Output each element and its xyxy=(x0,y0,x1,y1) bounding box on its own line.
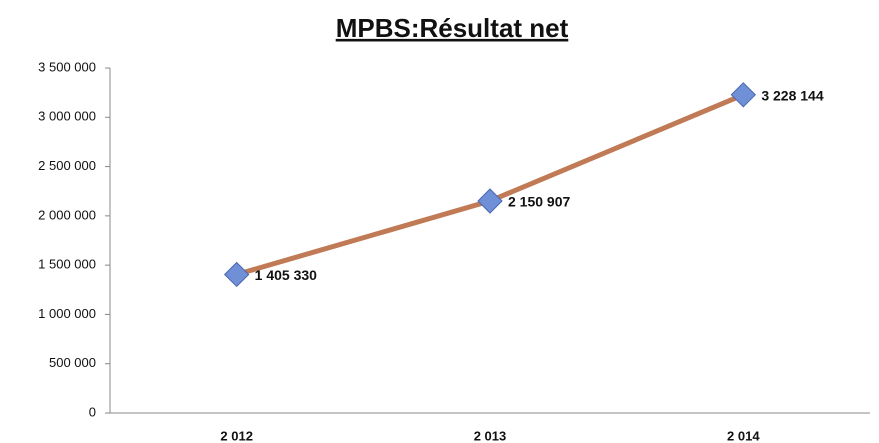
x-tick-label: 2 013 xyxy=(474,428,507,443)
line xyxy=(234,92,746,277)
y-tick-label: 3 000 000 xyxy=(38,109,96,124)
y-tick-label: 2 500 000 xyxy=(38,158,96,173)
y-tick-label: 0 xyxy=(89,404,96,419)
y-tick-label: 500 000 xyxy=(49,355,96,370)
y-tick-label: 3 500 000 xyxy=(38,59,96,74)
data-label: 1 405 330 xyxy=(255,267,317,283)
x-tick-label: 2 012 xyxy=(220,428,253,443)
marker xyxy=(223,261,250,288)
marker xyxy=(477,188,503,214)
y-tick-label: 1 500 000 xyxy=(38,257,96,272)
x-tick-label: 2 014 xyxy=(727,428,760,443)
y-tick-label: 1 000 000 xyxy=(38,306,96,321)
marker xyxy=(730,82,757,108)
data-label: 2 150 907 xyxy=(508,194,570,210)
chart-title: MPBS:Résultat net xyxy=(336,13,569,43)
data-label: 3 228 144 xyxy=(761,88,823,104)
y-tick-label: 2 000 000 xyxy=(38,207,96,222)
